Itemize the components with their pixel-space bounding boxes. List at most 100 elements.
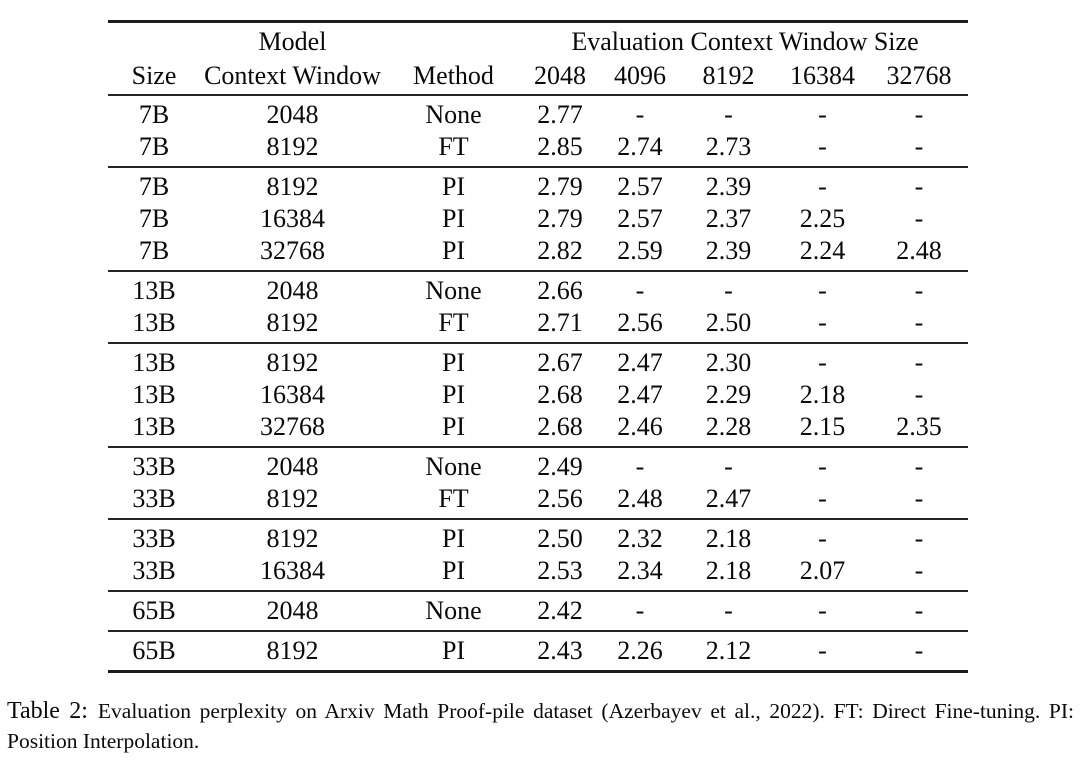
- table-cell: 33B: [132, 484, 176, 513]
- table-cell: None: [385, 270, 522, 307]
- table-cell: PI: [385, 342, 522, 379]
- table-row: 13B 2048 None 2.66- - - -: [108, 270, 968, 307]
- table-cell: None: [425, 100, 482, 129]
- table-cell: -: [870, 446, 968, 483]
- table-cell: PI: [441, 236, 466, 265]
- table-cell: 2.42: [522, 590, 598, 631]
- table-cell: 2.18: [799, 380, 846, 409]
- table-cell: 2.56: [537, 484, 583, 513]
- table-cell: 13B: [108, 270, 200, 307]
- table-cell: -: [724, 100, 733, 129]
- table-cell: FT: [438, 484, 469, 513]
- table-row-group: 13B 8192 PI 2.67 2.47 2.30- -13B 16384 PI 2.68 2.4…: [108, 342, 968, 447]
- column-header-16384: 16384: [775, 58, 870, 96]
- table-cell: 8192: [266, 132, 319, 161]
- column-header-32768: 32768: [870, 58, 968, 96]
- table-cell: 8192: [266, 308, 319, 337]
- table-cell: 2.47: [617, 380, 663, 409]
- table-cell: -: [870, 518, 968, 555]
- table-cell: 2.25: [799, 204, 846, 233]
- table-cell: -: [775, 446, 870, 483]
- table-cell: -: [914, 308, 924, 337]
- table-row: 65B 8192 PI 2.43 2.26 2.12- -: [108, 630, 968, 672]
- table-cell: -: [914, 484, 924, 513]
- table-cell: 2048: [200, 270, 385, 307]
- table-cell: 2.46: [617, 412, 663, 441]
- table-cell: 2.47: [598, 342, 682, 379]
- table-row: 13B 8192 PI 2.67 2.47 2.30- -: [108, 342, 968, 379]
- table-cell: 8192: [200, 342, 385, 379]
- table-cell: 16384: [260, 556, 325, 585]
- table-cell: -: [775, 590, 870, 631]
- table-cell: 2.73: [705, 132, 752, 161]
- table-cell: PI: [385, 518, 522, 555]
- table-cell: 2.37: [705, 204, 752, 233]
- table-row: 33B 16384 PI 2.53 2.34 2.18 2.07 -: [108, 555, 968, 591]
- table-cell: PI: [385, 166, 522, 203]
- table-cell: -: [775, 166, 870, 203]
- table-row-group: 13B 2048 None 2.66- - - -13B 8192 FT 2.71 2.56 2.50…: [108, 270, 968, 343]
- table-cell: 2.34: [617, 556, 663, 585]
- table-cell: -: [682, 446, 775, 483]
- table-row: 13B 8192 FT 2.71 2.56 2.50 - -: [108, 307, 968, 343]
- table-cell: -: [870, 630, 968, 672]
- table-cell: 2.74: [617, 132, 663, 161]
- table-cell: 8192: [200, 166, 385, 203]
- table-cell: 2.50: [705, 308, 752, 337]
- table-cell: 2.29: [705, 380, 752, 409]
- table-row: 65B 2048 None 2.42- - - -: [108, 590, 968, 631]
- table-row: 33B 2048 None 2.49- - - -: [108, 446, 968, 483]
- table-cell: -: [775, 342, 870, 379]
- table-cell: -: [598, 446, 682, 483]
- table-cell: 32768: [260, 412, 325, 441]
- table-cell: PI: [385, 630, 522, 672]
- table-cell: 2048: [200, 590, 385, 631]
- table-row: 33B 8192 FT 2.56 2.48 2.47 - -: [108, 483, 968, 519]
- table-cell: -: [914, 100, 924, 129]
- table-cell: -: [870, 270, 968, 307]
- table-row-group: 7B 2048 None 2.77 - - - - 7B 8192 FT 2.85 2.74 2.73 - -: [108, 95, 968, 167]
- header-spacer: [385, 22, 522, 59]
- table-cell: 2.12: [682, 630, 775, 672]
- column-header-4096: 4096: [598, 58, 682, 96]
- table-cell: 2.39: [682, 166, 775, 203]
- table-row-group: 33B 8192 PI 2.50 2.32 2.18- -33B 16384 PI 2.53 2.3…: [108, 518, 968, 591]
- table-cell: 2.56: [617, 308, 663, 337]
- table-cell: PI: [441, 556, 466, 585]
- table-cell: -: [818, 308, 827, 337]
- table-cell: 2.71: [537, 308, 583, 337]
- table-cell: 2048: [266, 100, 319, 129]
- table-cell: 65B: [108, 590, 200, 631]
- table-cell: PI: [441, 380, 466, 409]
- table-cell: -: [870, 166, 968, 203]
- table-row: 7B 32768 PI 2.82 2.59 2.39 2.24 2.48: [108, 235, 968, 271]
- table-cell: -: [870, 590, 968, 631]
- table-cell: 16384: [260, 204, 325, 233]
- table-cell: 2.39: [705, 236, 752, 265]
- table-cell: 2.79: [522, 166, 598, 203]
- table-row: 13B 32768 PI 2.68 2.46 2.28 2.15 2.35: [108, 411, 968, 447]
- table-cell: 2.35: [896, 412, 942, 441]
- table-row: 7B 8192 FT 2.85 2.74 2.73 - -: [108, 131, 968, 167]
- header-group-row: Model Evaluation Context Window Size: [108, 22, 968, 59]
- table-cell: FT: [438, 308, 469, 337]
- table-cell: 13B: [132, 380, 176, 409]
- table-cell: 2.66: [522, 270, 598, 307]
- table-row: 7B 16384 PI 2.79 2.57 2.37 2.25 -: [108, 203, 968, 235]
- table-cell: 2.53: [537, 556, 583, 585]
- table-cell: 8192: [266, 484, 319, 513]
- table-cell: 2.47: [705, 484, 752, 513]
- table-cell: 2.85: [537, 132, 583, 161]
- table-cell: 2.57: [598, 166, 682, 203]
- table-cell: 2.68: [537, 412, 583, 441]
- table-cell: -: [914, 380, 924, 409]
- table-cell: PI: [441, 412, 466, 441]
- table-cell: 16384: [260, 380, 325, 409]
- table-cell: 13B: [108, 342, 200, 379]
- caption-text: Evaluation perplexity on Arxiv Math Proo…: [7, 699, 1075, 753]
- table-row: 13B 16384 PI 2.68 2.47 2.29 2.18 -: [108, 379, 968, 411]
- table-row: 33B 8192 PI 2.50 2.32 2.18- -: [108, 518, 968, 555]
- table-cell: 2.43: [522, 630, 598, 672]
- table-cell: 7B: [138, 204, 170, 233]
- table-cell: -: [914, 132, 924, 161]
